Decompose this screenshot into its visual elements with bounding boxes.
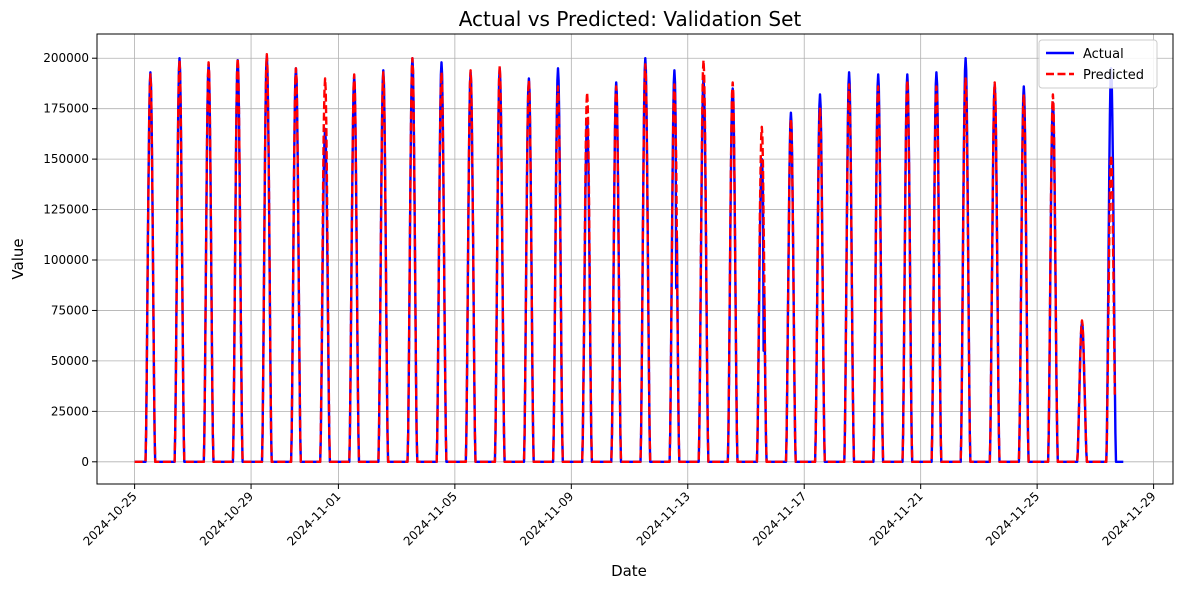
y-tick-label: 200000 bbox=[43, 51, 89, 65]
y-tick-label: 125000 bbox=[43, 203, 89, 217]
y-tick-label: 100000 bbox=[43, 253, 89, 267]
y-tick-label: 175000 bbox=[43, 102, 89, 116]
y-tick-label: 0 bbox=[81, 455, 89, 469]
x-axis-label: Date bbox=[611, 562, 647, 580]
legend-label-predicted: Predicted bbox=[1083, 68, 1144, 83]
y-tick-label: 75000 bbox=[51, 303, 89, 317]
chart-title: Actual vs Predicted: Validation Set bbox=[459, 7, 802, 31]
legend: Actual Predicted bbox=[1038, 39, 1158, 89]
y-tick-label: 150000 bbox=[43, 152, 89, 166]
y-tick-label: 25000 bbox=[51, 404, 89, 418]
y-axis: 0 25000 50000 75000 100000 125000 150000 175000… bbox=[43, 51, 97, 469]
y-axis-label: Value bbox=[9, 238, 27, 279]
series-line-predicted bbox=[133, 53, 1116, 463]
series-layer bbox=[133, 53, 1124, 463]
y-tick-label: 50000 bbox=[51, 354, 89, 368]
plot-frame bbox=[96, 33, 1174, 485]
legend-label-actual: Actual bbox=[1083, 47, 1124, 62]
